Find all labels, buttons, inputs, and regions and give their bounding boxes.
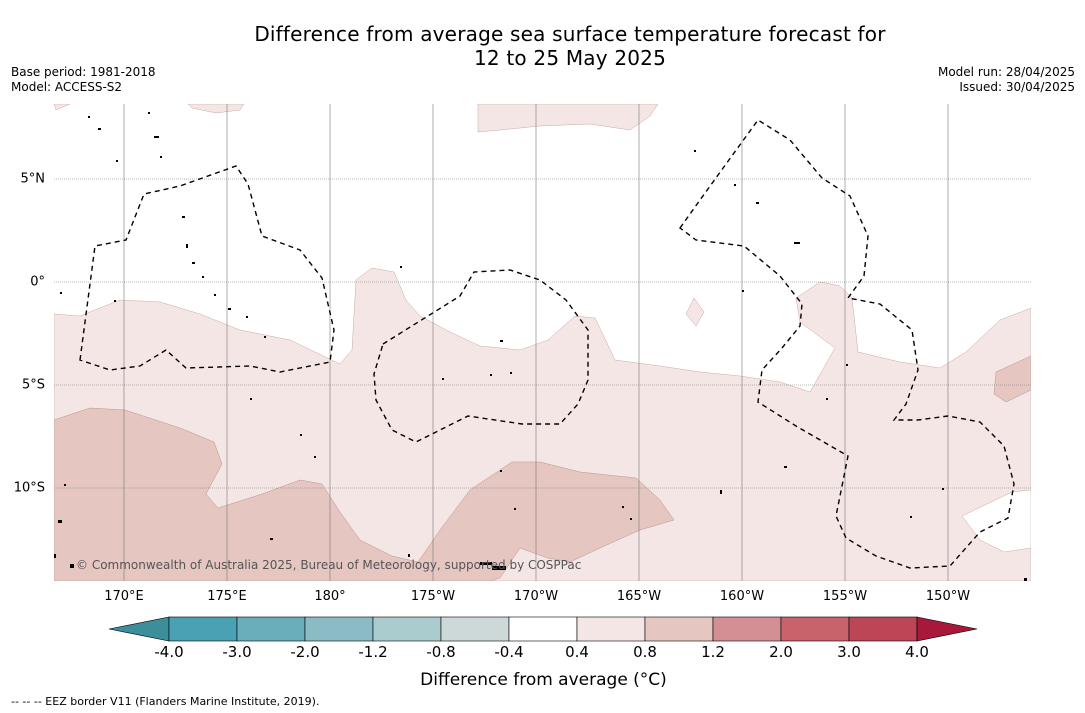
map-area xyxy=(54,104,1031,581)
colorbar-tick: 1.2 xyxy=(701,643,725,661)
meta-right: Model run: 28/04/2025 Issued: 30/04/2025 xyxy=(938,65,1075,95)
eez-borders xyxy=(79,119,1015,569)
issued-date: Issued: 30/04/2025 xyxy=(959,80,1075,94)
lon-label-165w: 165°W xyxy=(616,589,662,604)
colorbar-swatch xyxy=(508,616,578,642)
anomaly-region-small xyxy=(685,297,705,327)
lon-label-160w: 160°W xyxy=(719,589,765,604)
colorbar-tick: -3.0 xyxy=(222,643,252,661)
colorbar-swatch xyxy=(644,616,714,642)
colorbar-swatch xyxy=(848,616,918,642)
lat-label-5s: 5°S xyxy=(21,377,45,393)
map-title: Difference from average sea surface temp… xyxy=(170,22,970,70)
lon-label-175e: 175°E xyxy=(207,589,247,604)
colorbar-swatch xyxy=(780,616,850,642)
lon-label-170e: 170°E xyxy=(104,589,144,604)
colorbar-tick: -0.4 xyxy=(494,643,524,661)
title-line-2: 12 to 25 May 2025 xyxy=(473,46,667,70)
lat-label-10s: 10°S xyxy=(13,480,45,496)
colorbar-tick: -1.2 xyxy=(358,643,388,661)
colorbar-swatch xyxy=(236,616,306,642)
anomaly-region-top-c xyxy=(477,104,659,133)
anomaly-region-0.8-1.2-west xyxy=(54,407,675,581)
lon-label-175w: 175°W xyxy=(410,589,456,604)
model-run: Model run: 28/04/2025 xyxy=(937,65,1075,79)
colorbar-tick: 0.4 xyxy=(565,643,589,661)
colorbar-tick: 3.0 xyxy=(837,643,861,661)
anomaly-region-0.8-1.2-east xyxy=(993,355,1031,403)
lon-label-170w: 170°W xyxy=(513,589,559,604)
colorbar-swatch xyxy=(712,616,782,642)
colorbar-tick: -2.0 xyxy=(290,643,320,661)
colorbar-tick: -4.0 xyxy=(154,643,184,661)
title-line-1: Difference from average sea surface temp… xyxy=(254,22,886,46)
meta-left: Base period: 1981-2018 Model: ACCESS-S2 xyxy=(11,65,156,95)
colorbar-swatch xyxy=(304,616,374,642)
colorbar-tick: 0.8 xyxy=(633,643,657,661)
lon-label-150w: 150°W xyxy=(925,589,971,604)
colorbar-swatch xyxy=(576,616,646,642)
model-name: Model: ACCESS-S2 xyxy=(11,80,123,94)
colorbar-swatches xyxy=(108,616,978,642)
colorbar-extend-high xyxy=(916,616,978,642)
lat-label-0: 0° xyxy=(30,274,45,290)
base-period: Base period: 1981-2018 xyxy=(11,65,156,79)
colorbar-swatch xyxy=(372,616,442,642)
colorbar-tick: 4.0 xyxy=(905,643,929,661)
colorbar-swatch xyxy=(168,616,238,642)
copyright-notice: © Commonwealth of Australia 2025, Bureau… xyxy=(76,558,582,572)
eez-legend-note: -- -- -- EEZ border V11 (Flanders Marine… xyxy=(11,695,320,708)
anomaly-region-top-b xyxy=(187,104,245,114)
colorbar-swatch xyxy=(440,616,510,642)
lon-label-180: 180° xyxy=(314,589,346,604)
islands xyxy=(54,112,1027,581)
colorbar-tick: -0.8 xyxy=(426,643,456,661)
colorbar-extend-low xyxy=(108,616,170,642)
lat-label-5n: 5°N xyxy=(20,171,46,187)
lon-label-155w: 155°W xyxy=(822,589,868,604)
colorbar-label: Difference from average (°C) xyxy=(420,670,667,690)
anomaly-region-top-a xyxy=(54,104,71,111)
colorbar-tick: 2.0 xyxy=(769,643,793,661)
